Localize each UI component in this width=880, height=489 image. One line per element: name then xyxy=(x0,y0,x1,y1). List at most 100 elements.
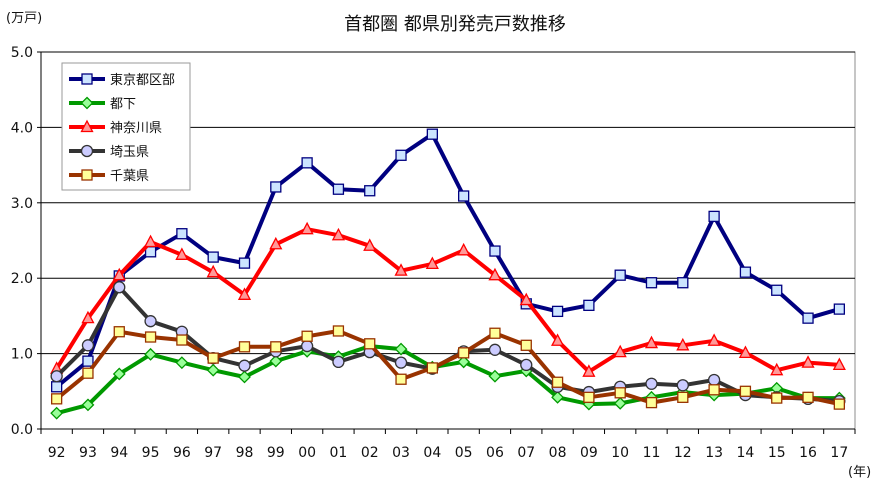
series-3 xyxy=(50,221,846,377)
legend-swatch-marker xyxy=(81,73,93,85)
series-5-point xyxy=(270,341,282,353)
series-5-point xyxy=(583,391,595,403)
legend-swatch-marker xyxy=(80,96,94,110)
series-3-point xyxy=(81,310,95,324)
series-3-point xyxy=(394,263,408,276)
series-4-point xyxy=(394,356,408,369)
series-1-point xyxy=(677,277,689,289)
y-tick-label: 0.0 xyxy=(11,422,33,438)
series-1 xyxy=(51,128,845,393)
series-5-point xyxy=(207,352,219,364)
x-tick-label: 00 xyxy=(298,445,316,461)
series-5-point xyxy=(520,339,532,351)
x-tick-label: 11 xyxy=(643,445,661,461)
series-3-point xyxy=(300,221,314,235)
chart-title: 首都圏 都県別発売戸数推移 xyxy=(344,14,566,35)
x-tick-label: 93 xyxy=(79,445,97,461)
series-1-point xyxy=(645,277,658,289)
series-4-point xyxy=(144,315,157,328)
series-2-point xyxy=(206,363,220,377)
legend-swatch-marker xyxy=(80,119,94,133)
series-1-point xyxy=(458,190,470,202)
series-1-point xyxy=(802,312,814,324)
x-tick-label: 01 xyxy=(330,445,348,461)
x-tick-label: 10 xyxy=(611,445,629,461)
series-3-point xyxy=(425,256,439,270)
legend-swatch-marker xyxy=(81,169,93,181)
legend-label: 埼玉県 xyxy=(110,145,149,160)
legend-item: 東京都区部 xyxy=(69,72,175,88)
x-tick-label: 03 xyxy=(392,445,410,461)
y-tick-label: 3.0 xyxy=(11,196,33,212)
legend-item: 埼玉県 xyxy=(69,144,149,160)
series-1-point xyxy=(332,183,345,195)
series-5-point xyxy=(771,392,783,404)
series-3-point xyxy=(832,357,846,371)
series-3-point xyxy=(582,364,596,377)
x-tick-label: 02 xyxy=(361,445,379,461)
series-1-point xyxy=(551,305,564,318)
y-axis-unit-label: (万戸) xyxy=(6,11,42,26)
series-3-point xyxy=(707,333,721,346)
series-4-point xyxy=(488,343,502,356)
series-4-point xyxy=(332,355,345,369)
series-5-point xyxy=(458,347,470,359)
series-4-point xyxy=(520,358,533,372)
series-1-point xyxy=(426,128,438,140)
x-tick-label: 95 xyxy=(142,445,160,461)
series-5-point xyxy=(238,341,251,353)
legend-label: 都下 xyxy=(110,97,136,112)
series-2-point xyxy=(175,356,189,370)
x-tick-label: 96 xyxy=(173,445,191,461)
series-1-point xyxy=(771,284,783,296)
legend-item: 千葉県 xyxy=(69,169,149,184)
series-5 xyxy=(51,325,845,410)
series-2-point xyxy=(81,398,95,412)
series-5-point xyxy=(739,385,752,397)
x-axis-unit-label: (年) xyxy=(848,465,871,480)
series-3-point xyxy=(363,238,377,251)
x-tick-label: 14 xyxy=(737,445,755,461)
series-1-point xyxy=(395,149,407,161)
series-5-point xyxy=(301,330,313,342)
x-tick-label: 94 xyxy=(110,445,128,461)
series-3-point xyxy=(770,362,784,376)
series-1-point xyxy=(614,269,626,281)
series-2-point xyxy=(269,354,283,368)
series-2-point xyxy=(613,396,627,410)
series-4-point xyxy=(238,359,251,372)
series-1-point xyxy=(82,355,94,367)
series-3-point xyxy=(519,292,533,306)
legend-swatch-marker xyxy=(80,144,94,158)
y-tick-label: 2.0 xyxy=(11,271,33,287)
x-tick-label: 05 xyxy=(455,445,473,461)
y-tick-label: 5.0 xyxy=(11,45,33,61)
x-tick-label: 16 xyxy=(799,445,817,461)
x-tick-label: 13 xyxy=(705,445,723,461)
y-tick-label: 4.0 xyxy=(11,120,33,136)
series-3-point xyxy=(175,247,189,260)
series-4-point xyxy=(113,281,126,294)
series-5-point xyxy=(176,334,188,346)
series-2-point xyxy=(551,390,564,404)
series-3-point xyxy=(488,267,502,281)
x-tick-label: 12 xyxy=(674,445,692,461)
x-tick-label: 98 xyxy=(236,445,254,461)
series-5-point xyxy=(645,396,658,409)
series-3-point xyxy=(144,234,158,248)
series-3-point xyxy=(331,227,345,241)
series-3-point xyxy=(551,333,565,346)
series-5-point xyxy=(82,367,94,379)
series-1-point xyxy=(739,266,752,278)
series-4-point xyxy=(300,339,314,353)
series-1-point xyxy=(708,210,720,223)
series-2-point xyxy=(50,406,64,420)
series-5-point xyxy=(332,325,345,337)
series-2-point xyxy=(457,355,471,369)
legend-label: 東京都区部 xyxy=(110,72,175,88)
y-tick-label: 1.0 xyxy=(11,347,33,363)
series-5-point xyxy=(802,391,814,403)
legend-item: 神奈川県 xyxy=(69,119,162,136)
series-5-point xyxy=(364,338,376,350)
x-tick-label: 92 xyxy=(48,445,66,461)
